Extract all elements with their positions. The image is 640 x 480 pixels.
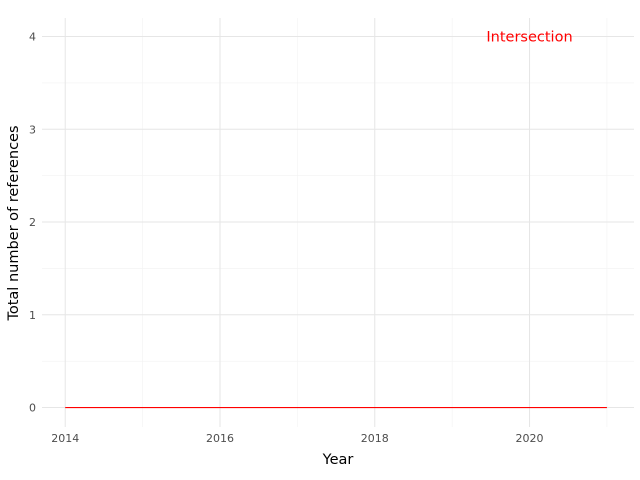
annotations-layer: Intersection [486, 30, 572, 46]
y-tick-label: 3 [29, 123, 36, 136]
y-axis-ticks: 0 1 2 3 4 [29, 31, 36, 415]
x-tick-label: 2020 [516, 432, 544, 445]
y-tick-label: 2 [29, 216, 36, 229]
y-tick-label: 0 [29, 402, 36, 415]
major-gridlines [42, 18, 634, 427]
y-tick-label: 4 [29, 31, 36, 44]
minor-gridlines [42, 18, 634, 427]
x-tick-label: 2014 [51, 432, 79, 445]
x-axis-title: Year [322, 452, 354, 468]
x-tick-label: 2016 [206, 432, 234, 445]
annotation-label: Intersection [486, 30, 572, 46]
y-axis-title: Total number of references [6, 125, 22, 321]
x-tick-label: 2018 [361, 432, 389, 445]
y-tick-label: 1 [29, 309, 36, 322]
x-axis-ticks: 2014 2016 2018 2020 [51, 432, 543, 445]
